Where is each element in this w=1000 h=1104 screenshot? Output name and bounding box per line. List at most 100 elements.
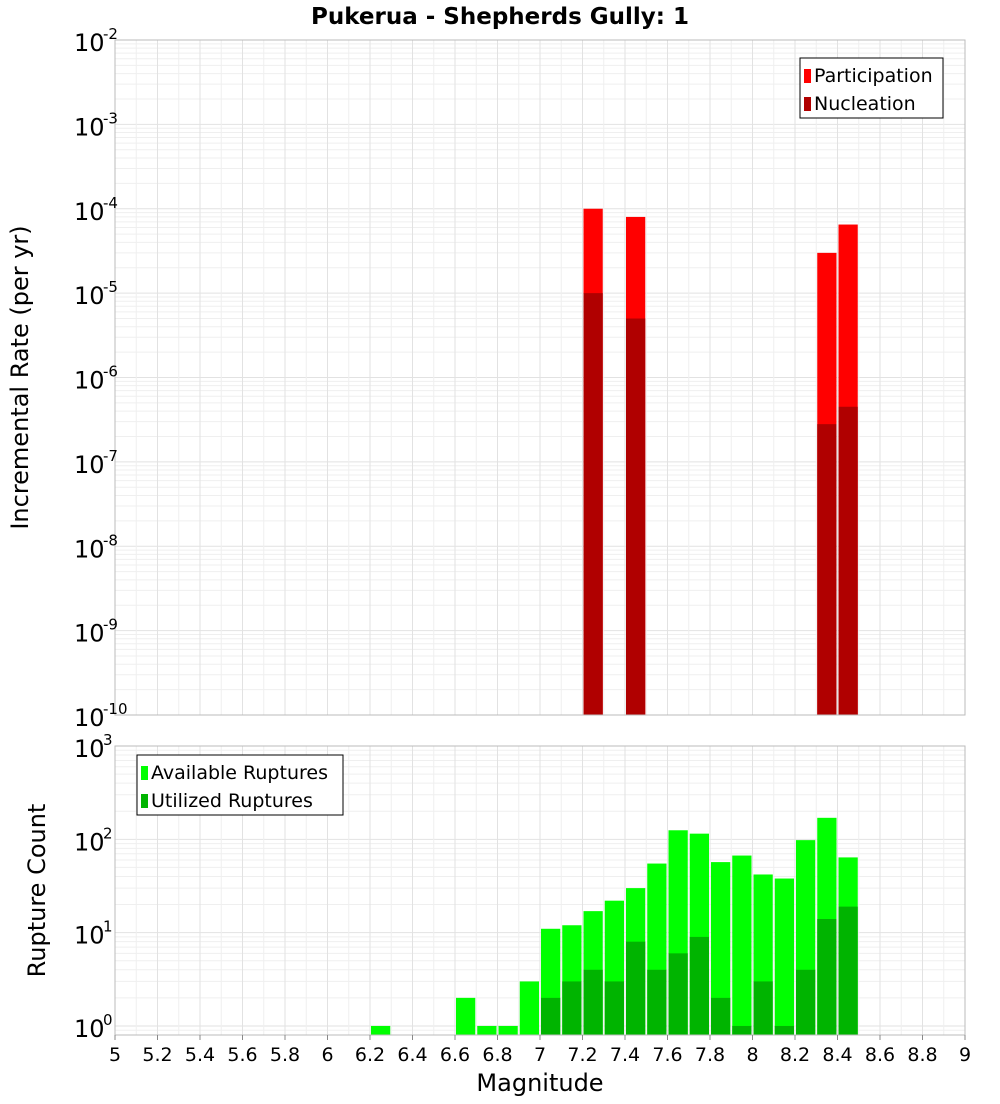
plot-frame	[114, 39, 966, 716]
x-tick-label: 7.8	[695, 1044, 725, 1066]
bar-available-ruptures	[371, 1025, 391, 1035]
y-tick-label: 101	[74, 918, 113, 950]
x-tick-label: 8.6	[865, 1044, 895, 1066]
bar-nucleation	[817, 424, 837, 715]
bar-utilized-ruptures	[583, 969, 603, 1035]
y-tick-label: 10-9	[74, 616, 118, 648]
x-tick-label: 6.6	[440, 1044, 470, 1066]
y-tick-base: 10	[74, 620, 105, 648]
chart-title: Pukerua - Shepherds Gully: 1	[311, 4, 689, 30]
bar-utilized-ruptures	[732, 1025, 752, 1035]
x-tick-label: 7.4	[610, 1044, 640, 1066]
y-tick-label: 10-5	[74, 278, 118, 310]
bar-utilized-ruptures	[774, 1025, 794, 1035]
y-tick-base: 10	[74, 535, 105, 563]
y-tick-base: 10	[74, 704, 105, 732]
bar-utilized-ruptures	[689, 936, 709, 1035]
legend-swatch	[141, 766, 148, 780]
y-tick-exponent: 3	[103, 731, 113, 749]
y-axis-label: Rupture Count	[23, 804, 51, 978]
y-tick-base: 10	[74, 113, 105, 141]
y-tick-label: 10-2	[74, 25, 118, 57]
y-tick-exponent: -4	[103, 194, 118, 212]
x-axis-label: Magnitude	[476, 1069, 603, 1097]
y-tick-label: 100	[74, 1011, 113, 1043]
y-tick-exponent: 2	[103, 824, 113, 842]
y-tick-label: 10-4	[74, 194, 118, 226]
y-tick-base: 10	[74, 29, 105, 57]
y-tick-exponent: -2	[103, 25, 118, 43]
legend-swatch	[804, 97, 811, 111]
legend-swatch	[141, 794, 148, 808]
y-tick-base: 10	[74, 922, 105, 950]
y-tick-base: 10	[74, 198, 105, 226]
bar-nucleation	[626, 318, 646, 715]
y-tick-label: 10-3	[74, 109, 118, 141]
y-tick-label: 103	[74, 731, 113, 763]
x-tick-label: 8.4	[822, 1044, 852, 1066]
bar-available-ruptures	[732, 855, 752, 1035]
y-tick-base: 10	[74, 828, 105, 856]
x-tick-label: 5.2	[142, 1044, 172, 1066]
y-tick-label: 102	[74, 824, 113, 856]
x-tick-label: 9	[959, 1044, 971, 1066]
y-tick-exponent: -9	[103, 616, 118, 634]
x-tick-label: 6.4	[397, 1044, 427, 1066]
bar-available-ruptures	[456, 997, 476, 1035]
x-tick-label: 5.8	[270, 1044, 300, 1066]
x-tick-label: 5	[109, 1044, 121, 1066]
y-tick-exponent: -8	[103, 531, 118, 549]
y-tick-label: 10-6	[74, 363, 118, 395]
y-tick-exponent: 1	[103, 918, 113, 936]
legend-label: Nucleation	[814, 93, 916, 115]
bar-utilized-ruptures	[541, 997, 561, 1035]
legend-label: Utilized Ruptures	[151, 790, 313, 812]
y-tick-base: 10	[74, 451, 105, 479]
x-tick-label: 8	[746, 1044, 758, 1066]
x-tick-label: 6	[321, 1044, 333, 1066]
x-tick-label: 5.6	[227, 1044, 257, 1066]
legend-swatch	[804, 69, 811, 83]
bar-utilized-ruptures	[668, 953, 688, 1035]
x-tick-label: 5.4	[185, 1044, 215, 1066]
y-tick-exponent: -10	[103, 700, 128, 718]
y-tick-label: 10-10	[74, 700, 128, 732]
y-tick-label: 10-7	[74, 447, 118, 479]
bar-available-ruptures	[498, 1025, 518, 1035]
y-tick-label: 10-8	[74, 531, 118, 563]
y-tick-exponent: -7	[103, 447, 118, 465]
legend-box	[799, 57, 944, 119]
x-tick-label: 6.2	[355, 1044, 385, 1066]
x-tick-label: 7	[534, 1044, 546, 1066]
bar-utilized-ruptures	[711, 997, 731, 1035]
bar-nucleation	[583, 293, 603, 715]
y-axis-label: Incremental Rate (per yr)	[6, 225, 34, 529]
bar-utilized-ruptures	[753, 981, 773, 1035]
y-tick-base: 10	[74, 1015, 105, 1043]
x-tick-label: 6.8	[482, 1044, 512, 1066]
x-tick-label: 7.6	[652, 1044, 682, 1066]
legend-label: Participation	[814, 65, 933, 87]
bar-utilized-ruptures	[604, 981, 624, 1035]
legend-box	[136, 754, 344, 816]
y-tick-exponent: -6	[103, 363, 118, 381]
y-tick-exponent: -3	[103, 109, 118, 127]
bar-available-ruptures	[519, 981, 539, 1035]
x-tick-label: 8.2	[780, 1044, 810, 1066]
y-tick-base: 10	[74, 367, 105, 395]
bar-nucleation	[838, 406, 858, 715]
y-tick-exponent: 0	[103, 1011, 113, 1029]
legend: Available Ruptures Utilized Ruptures	[136, 754, 344, 816]
x-tick-label: 8.8	[907, 1044, 937, 1066]
legend: Participation Nucleation	[799, 57, 944, 119]
panel-1: 10-1010-910-810-710-610-510-410-310-2Inc…	[6, 4, 966, 732]
bar-utilized-ruptures	[838, 906, 858, 1035]
bar-available-ruptures	[711, 862, 731, 1035]
bar-utilized-ruptures	[796, 969, 816, 1035]
x-tick-label: 7.2	[567, 1044, 597, 1066]
y-tick-base: 10	[74, 282, 105, 310]
bar-utilized-ruptures	[647, 969, 667, 1035]
